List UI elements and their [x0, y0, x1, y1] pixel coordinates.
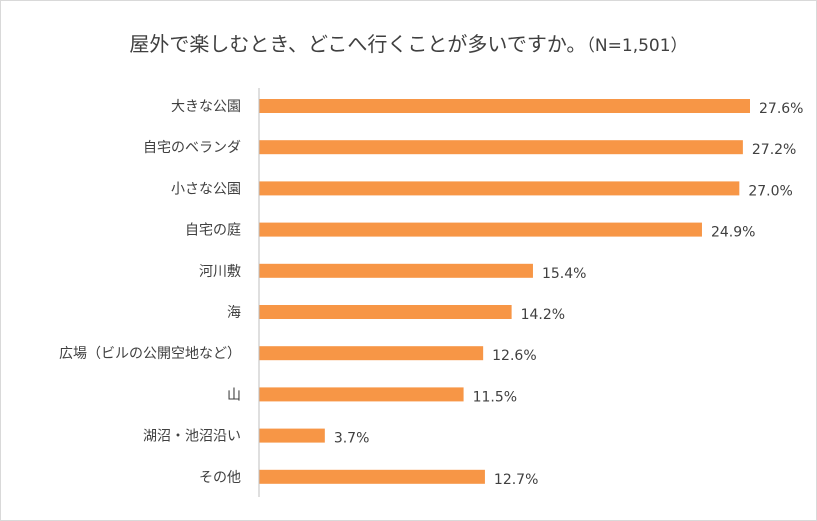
chart-title-block: 屋外で楽しむとき、どこへ行くことが多いですか。（N=1,501） [0, 28, 817, 57]
data-label: 12.7% [494, 472, 538, 488]
category-label: 湖沼・池沼沿い [143, 429, 241, 445]
data-label: 12.6% [492, 348, 536, 364]
data-label: 24.9% [711, 225, 755, 241]
bar [259, 181, 740, 196]
category-label: 自宅の庭 [185, 222, 241, 239]
bar [259, 305, 512, 319]
bar [259, 99, 750, 113]
bar [259, 222, 702, 237]
category-label: 海 [227, 305, 241, 321]
category-label: 広場（ビルの公開空地など） [59, 346, 241, 362]
bar [259, 428, 325, 443]
chart-subtitle: （N=1,501） [586, 36, 688, 56]
data-label: 27.0% [748, 183, 792, 199]
bar [259, 140, 743, 155]
chart-title: 屋外で楽しむとき、どこへ行くことが多いですか。 [129, 32, 587, 56]
bar [259, 263, 533, 278]
category-label: 河川敷 [199, 264, 241, 280]
bar [259, 346, 484, 361]
category-label: 大きな公園 [171, 99, 241, 115]
data-label: 14.2% [521, 307, 565, 323]
category-label: 自宅のベランダ [143, 140, 241, 156]
data-label: 27.2% [752, 142, 796, 158]
data-label: 27.6% [759, 101, 803, 117]
bar [259, 469, 485, 484]
data-label: 11.5% [473, 389, 517, 405]
category-label: 山 [227, 387, 241, 403]
data-label: 3.7% [334, 431, 370, 447]
bar [259, 387, 464, 402]
category-label: 小さな公園 [171, 181, 241, 197]
category-label: その他 [199, 470, 241, 486]
data-label: 15.4% [542, 266, 586, 282]
